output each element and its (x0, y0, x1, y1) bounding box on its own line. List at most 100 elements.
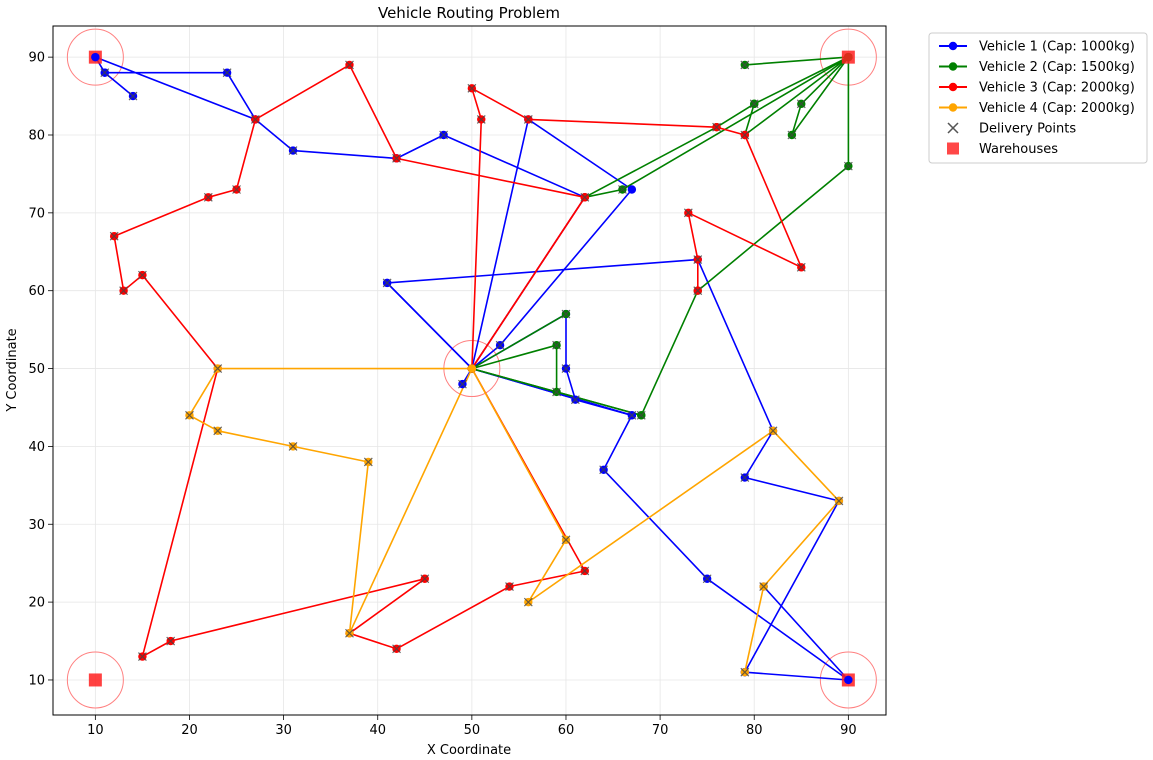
delivery-point (561, 364, 571, 373)
legend-label: Vehicle 4 (Cap: 2000kg) (979, 101, 1135, 116)
delivery-point (523, 597, 533, 607)
legend-swatch-x (947, 122, 959, 134)
delivery-point (232, 185, 241, 194)
axis-ticks: 10 20 30 40 50 60 70 80 90 10 20 30 40 50 60 70 80 90 (28, 51, 856, 738)
delivery-point (420, 574, 430, 584)
delivery-point (561, 309, 571, 319)
delivery-point (250, 114, 260, 124)
route-line (471, 56, 850, 417)
delivery-point (345, 60, 354, 70)
warehouse-marker (88, 673, 102, 687)
delivery-point (137, 652, 147, 662)
depot-circles (66, 28, 877, 709)
legend-swatch-marker (948, 62, 958, 71)
delivery-point (203, 192, 213, 202)
delivery-point (523, 114, 533, 124)
x-tick-label: 20 (181, 723, 198, 738)
delivery-point (693, 255, 703, 264)
y-tick-label: 80 (28, 128, 45, 143)
y-tick-label: 10 (28, 673, 45, 688)
delivery-point (834, 496, 844, 506)
warehouse-marks (88, 50, 855, 687)
warehouse-marker (841, 50, 855, 64)
x-tick-label: 80 (746, 723, 763, 738)
delivery-point (683, 208, 693, 218)
route-line (471, 87, 803, 369)
delivery-point (796, 99, 806, 109)
delivery-point (109, 231, 119, 241)
depot-circle (66, 28, 124, 86)
delivery-point (392, 153, 401, 163)
legend-swatch-marker (948, 82, 958, 92)
delivery-point (712, 122, 722, 132)
delivery-point (580, 192, 590, 202)
legend-label: Vehicle 1 (Cap: 1000kg) (979, 40, 1135, 55)
y-tick-label: 50 (28, 362, 45, 377)
y-tick-label: 30 (28, 518, 45, 533)
legend-frame (928, 32, 1148, 164)
delivery-point (288, 441, 298, 451)
route-point (627, 185, 637, 194)
delivery-point (213, 364, 223, 373)
delivery-point (185, 410, 194, 420)
delivery-point (561, 535, 571, 545)
y-tick-label: 90 (28, 51, 45, 66)
route-line (386, 258, 850, 681)
legend-swatch-marker (948, 41, 958, 51)
x-tick-label: 60 (558, 723, 575, 738)
delivery-point (796, 262, 806, 272)
delivery-point (787, 130, 797, 140)
delivery-point (505, 582, 514, 591)
delivery-point (759, 582, 769, 591)
x-tick-label: 90 (840, 723, 857, 738)
y-axis-label: Y Coordinate (5, 328, 20, 412)
delivery-point (580, 566, 590, 576)
delivery-point (128, 91, 138, 101)
legend: Vehicle 1 (Cap: 1000kg) Vehicle 2 (Cap: 1… (928, 32, 1148, 164)
delivery-point (439, 130, 449, 140)
legend-label: Vehicle 3 (Cap: 2000kg) (979, 81, 1135, 96)
legend-label: Warehouses (979, 142, 1058, 157)
legend-swatch-marker (948, 103, 958, 112)
delivery-point (458, 379, 467, 389)
delivery-point (552, 387, 561, 397)
delivery-point-marks (100, 60, 853, 677)
chart-title: Vehicle Routing Problem (378, 4, 560, 22)
x-tick-label: 50 (464, 723, 481, 738)
x-tick-label: 30 (275, 723, 292, 738)
x-tick-label: 70 (652, 723, 669, 738)
delivery-point (740, 473, 750, 482)
y-tick-label: 60 (28, 284, 45, 299)
delivery-point (345, 628, 354, 638)
delivery-point (740, 130, 750, 140)
x-axis-label: X Coordinate (427, 743, 511, 758)
depot-circle (819, 651, 877, 709)
delivery-point (636, 410, 646, 420)
delivery-point (843, 161, 853, 171)
legend-label: Delivery Points (979, 122, 1076, 137)
x-tick-label: 40 (369, 723, 386, 738)
delivery-point (392, 644, 401, 654)
delivery-point (693, 286, 703, 296)
delivery-point (768, 426, 778, 436)
delivery-point (749, 99, 759, 109)
delivery-point (222, 68, 232, 78)
delivery-point (552, 340, 561, 350)
delivery-point (476, 114, 486, 124)
route-point (91, 52, 100, 62)
delivery-point (627, 410, 637, 420)
delivery-point (618, 185, 627, 194)
delivery-point (288, 146, 298, 155)
plot-frame (52, 25, 887, 716)
y-tick-label: 70 (28, 206, 45, 221)
delivery-point (100, 68, 110, 78)
delivery-point (213, 426, 223, 436)
route-line (471, 196, 586, 370)
y-tick-label: 40 (28, 440, 45, 455)
depot-circle (66, 651, 124, 709)
route-line (188, 367, 840, 673)
x-tick-label: 10 (87, 723, 104, 738)
legend-label: Vehicle 2 (Cap: 1500kg) (979, 60, 1135, 75)
